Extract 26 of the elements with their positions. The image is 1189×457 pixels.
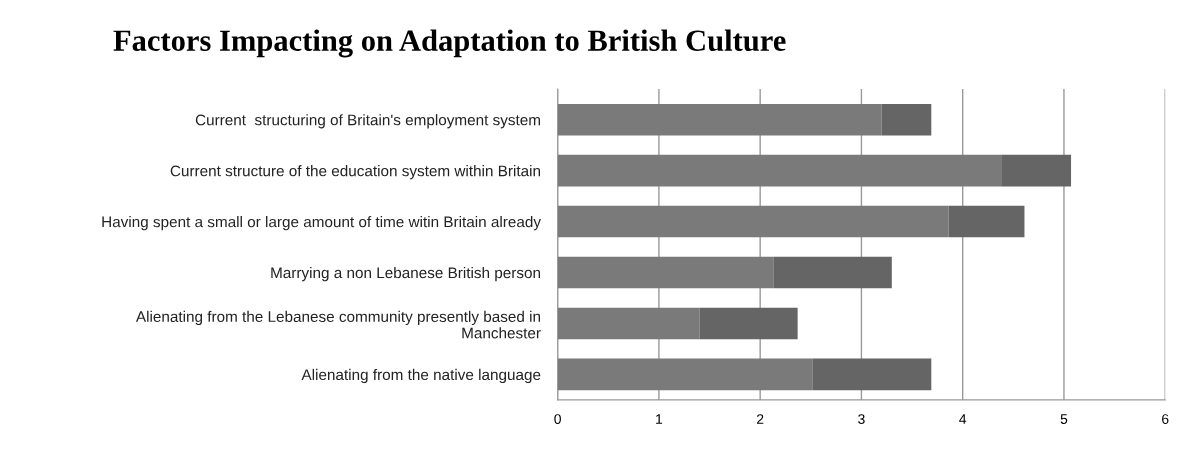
x-tick-label: 6 <box>1162 414 1169 424</box>
bar <box>557 358 813 391</box>
x-tick-label: 3 <box>858 414 865 424</box>
y-tick-label: Marrying a non Lebanese British person <box>271 266 540 282</box>
x-tick-label: 2 <box>757 414 764 424</box>
y-tick-label: Alienating from the native language <box>301 368 541 384</box>
chart-title: Factors Impacting on Adaptation to British Culture <box>113 29 786 58</box>
bar <box>773 256 892 289</box>
bar <box>557 307 700 340</box>
y-tick-label: Having spent a small or large amount of time witin Britain already <box>102 216 541 231</box>
bar <box>557 205 949 238</box>
y-tick-label: Current structuring of Britain's employment system <box>195 114 540 129</box>
bar <box>557 154 1002 187</box>
bar <box>557 256 774 289</box>
bar <box>1001 154 1072 187</box>
x-tick-label: 1 <box>656 414 663 424</box>
x-tick-label: 4 <box>959 414 967 424</box>
x-tick-label: 0 <box>554 414 561 424</box>
x-tick-label: 5 <box>1060 414 1068 424</box>
bar <box>881 103 932 136</box>
y-tick-label: Alienating from the Lebanese community presently based in Manchester <box>135 310 541 339</box>
bar <box>812 358 932 391</box>
bar <box>557 103 882 136</box>
bar <box>699 307 798 340</box>
bar <box>948 205 1025 238</box>
y-tick-label: Current structure of the education system within Britain <box>170 165 541 180</box>
